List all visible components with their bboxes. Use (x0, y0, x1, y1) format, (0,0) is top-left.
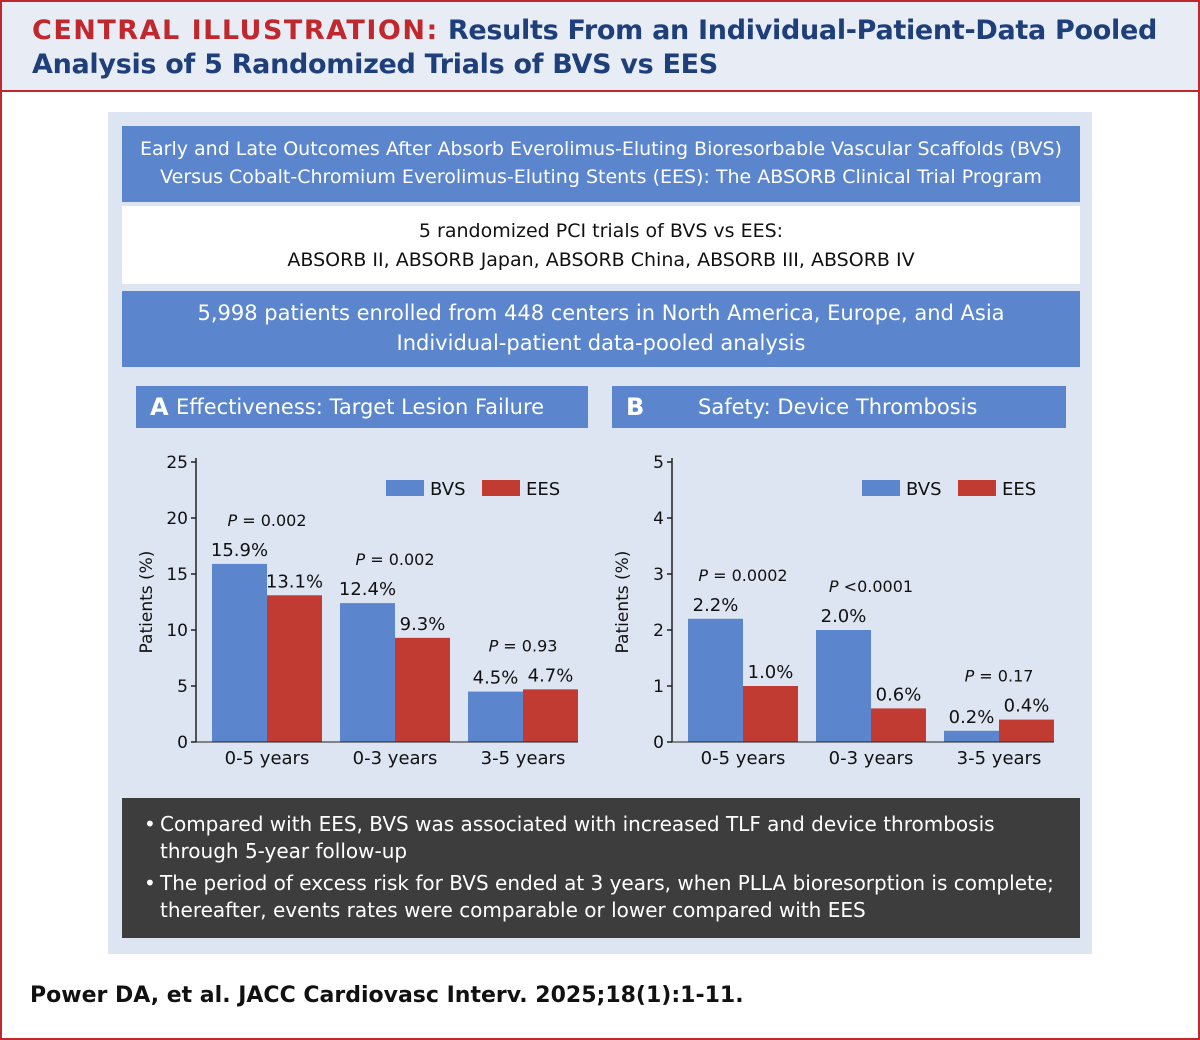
legend-swatch-bvs (862, 480, 900, 496)
data-label: 4.7% (528, 665, 574, 686)
y-tick-label: 10 (166, 621, 188, 641)
data-label: 0.4% (1004, 696, 1050, 717)
p-value-label: P = 0.17 (965, 667, 1034, 686)
data-label: 2.0% (821, 606, 867, 627)
chart-a: 0 5 10 15 20 25 Patients (%) 15.9% 13.1% 0-5 year… (137, 453, 578, 769)
bar-bvs (212, 563, 267, 742)
data-label: 0.6% (876, 684, 922, 705)
panel-b-letter: B (626, 393, 645, 421)
trials-box: 5 randomized PCI trials of BVS vs EES: A… (122, 206, 1080, 284)
x-tick-label: 0-5 years (225, 748, 310, 769)
y-tick-label: 2 (653, 621, 664, 641)
chart-b: 0 1 2 3 4 5 Patients (%) 2.2% 1.0% 0-5 years P = 0… (613, 453, 1054, 769)
study-title-line2: Versus Cobalt-Chromium Everolimus-Elutin… (160, 166, 1042, 188)
patients-box: 5,998 patients enrolled from 448 centers… (122, 291, 1080, 367)
p-value-label: P = 0.93 (489, 636, 558, 655)
legend-swatch-ees (958, 480, 996, 496)
y-tick-label: 5 (653, 453, 664, 473)
panel-a-letter: A (150, 393, 169, 421)
bar-bvs (340, 603, 395, 742)
y-tick-label: 1 (653, 677, 664, 697)
header: CENTRAL ILLUSTRATION: Results From an In… (2, 2, 1198, 92)
bar-ees (743, 686, 798, 742)
bar-ees (523, 689, 578, 742)
data-label: 4.5% (473, 668, 519, 689)
bar-ees (999, 719, 1054, 742)
legend-label-ees: EES (526, 479, 560, 500)
legend-label-bvs: BVS (906, 479, 942, 500)
panel-b-header: B Safety: Device Thrombosis (612, 386, 1066, 428)
citation: Power DA, et al. JACC Cardiovasc Interv.… (30, 983, 744, 1008)
data-label: 15.9% (211, 540, 268, 561)
bullet-marker: • (144, 871, 156, 895)
bar-ees (267, 595, 322, 742)
p-value-label: P = 0.002 (355, 550, 434, 569)
bar-ees (871, 708, 926, 742)
patients-line1: 5,998 patients enrolled from 448 centers… (197, 301, 1005, 325)
bullet-marker: • (144, 812, 156, 836)
page-title: CENTRAL ILLUSTRATION: Results From an In… (32, 14, 1182, 82)
data-label: 0.2% (949, 707, 995, 728)
data-label: 2.2% (693, 595, 739, 616)
y-tick-label: 15 (166, 565, 188, 585)
title-kicker: CENTRAL ILLUSTRATION: (32, 15, 439, 46)
x-tick-label: 3-5 years (957, 748, 1042, 769)
y-axis-label: Patients (%) (613, 551, 633, 654)
x-tick-label: 0-3 years (353, 748, 438, 769)
y-tick-label: 0 (653, 733, 664, 753)
chart-b-container: 0 1 2 3 4 5 Patients (%) 2.2% 1.0% 0-5 years P = 0… (612, 436, 1066, 784)
panel-b-title: Safety: Device Thrombosis (698, 395, 978, 419)
trials-line1: 5 randomized PCI trials of BVS vs EES: (418, 220, 784, 242)
title-line1: Results From an Individual-Patient-Data … (447, 15, 1158, 46)
data-label: 9.3% (400, 614, 446, 635)
p-value-label: P <0.0001 (829, 577, 913, 596)
study-title-line1: Early and Late Outcomes After Absorb Eve… (140, 138, 1062, 160)
y-tick-label: 3 (653, 565, 664, 585)
y-tick-label: 4 (653, 509, 664, 529)
trials-line2: ABSORB II, ABSORB Japan, ABSORB China, A… (287, 249, 915, 271)
legend-label-bvs: BVS (430, 479, 466, 500)
summary-text-1: Compared with EES, BVS was associated wi… (160, 812, 995, 863)
bar-bvs (688, 618, 743, 742)
summary-text-2: The period of excess risk for BVS ended … (160, 871, 1054, 922)
patients-line2: Individual-patient data-pooled analysis (396, 331, 806, 355)
legend-label-ees: EES (1002, 479, 1036, 500)
panel-a-title: Effectiveness: Target Lesion Failure (176, 395, 545, 419)
y-axis-label: Patients (%) (137, 551, 157, 654)
y-tick-label: 0 (177, 733, 188, 753)
p-value-label: P = 0.0002 (698, 566, 787, 585)
summary-bullet-2: • The period of excess risk for BVS ende… (144, 870, 1060, 924)
y-tick-label: 25 (166, 453, 188, 473)
bar-bvs (468, 691, 523, 742)
legend-swatch-ees (482, 480, 520, 496)
summary-bullet-1: • Compared with EES, BVS was associated … (144, 811, 1060, 865)
panel-a-header: A Effectiveness: Target Lesion Failure (136, 386, 588, 428)
title-line2: Analysis of 5 Randomized Trials of BVS v… (32, 49, 718, 80)
bar-bvs (944, 730, 999, 742)
data-label: 12.4% (339, 579, 396, 600)
summary-box: • Compared with EES, BVS was associated … (122, 798, 1080, 938)
bar-ees (395, 637, 450, 742)
x-tick-label: 0-3 years (829, 748, 914, 769)
legend-swatch-bvs (386, 480, 424, 496)
chart-a-container: 0 5 10 15 20 25 Patients (%) 15.9% 13.1% 0-5 year… (136, 436, 588, 784)
x-tick-label: 0-5 years (701, 748, 786, 769)
y-tick-label: 20 (166, 509, 188, 529)
p-value-label: P = 0.002 (227, 511, 306, 530)
y-tick-label: 5 (177, 677, 188, 697)
study-title-box: Early and Late Outcomes After Absorb Eve… (122, 126, 1080, 202)
bar-bvs (816, 630, 871, 742)
x-tick-label: 3-5 years (481, 748, 566, 769)
data-label: 13.1% (266, 571, 323, 592)
data-label: 1.0% (748, 662, 794, 683)
